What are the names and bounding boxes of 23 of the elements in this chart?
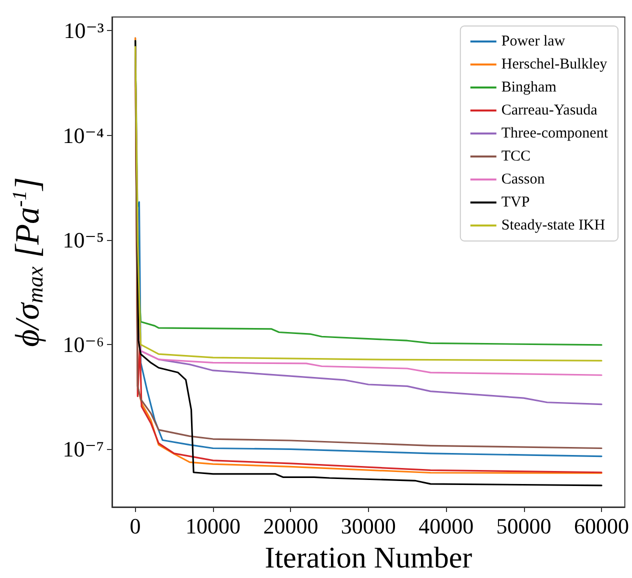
legend-label: Bingham xyxy=(501,80,557,96)
x-tick-label: 50000 xyxy=(496,514,552,538)
x-tick-label: 40000 xyxy=(418,514,474,538)
legend-label: TVP xyxy=(501,194,530,210)
legend-label: Carreau-Yasuda xyxy=(501,102,598,118)
x-tick-label: 10000 xyxy=(186,514,241,538)
y-tick-label: 10⁻⁷ xyxy=(62,436,104,462)
y-axis-title: ϕ/σmax [Pa-1] xyxy=(9,177,48,347)
x-tick-label: 60000 xyxy=(574,514,629,538)
legend-label: Three-component xyxy=(501,126,609,142)
legend-label: Casson xyxy=(501,172,546,188)
y-tick-label: 10⁻⁴ xyxy=(62,122,104,148)
y-tick-label: 10⁻³ xyxy=(64,18,104,44)
y-tick-label: 10⁻⁶ xyxy=(62,332,104,358)
legend-label: Power law xyxy=(501,34,566,50)
y-tick-label: 10⁻⁵ xyxy=(62,227,104,252)
legend-label: Steady-state IKH xyxy=(501,218,606,234)
legend-label: Herschel-Bulkley xyxy=(501,56,608,72)
x-axis-title: Iteration Number xyxy=(264,542,472,574)
legend-label: TCC xyxy=(501,148,531,164)
x-tick-label: 20000 xyxy=(263,514,318,538)
x-tick-label: 30000 xyxy=(340,514,396,538)
x-tick-label: 0 xyxy=(130,514,141,538)
